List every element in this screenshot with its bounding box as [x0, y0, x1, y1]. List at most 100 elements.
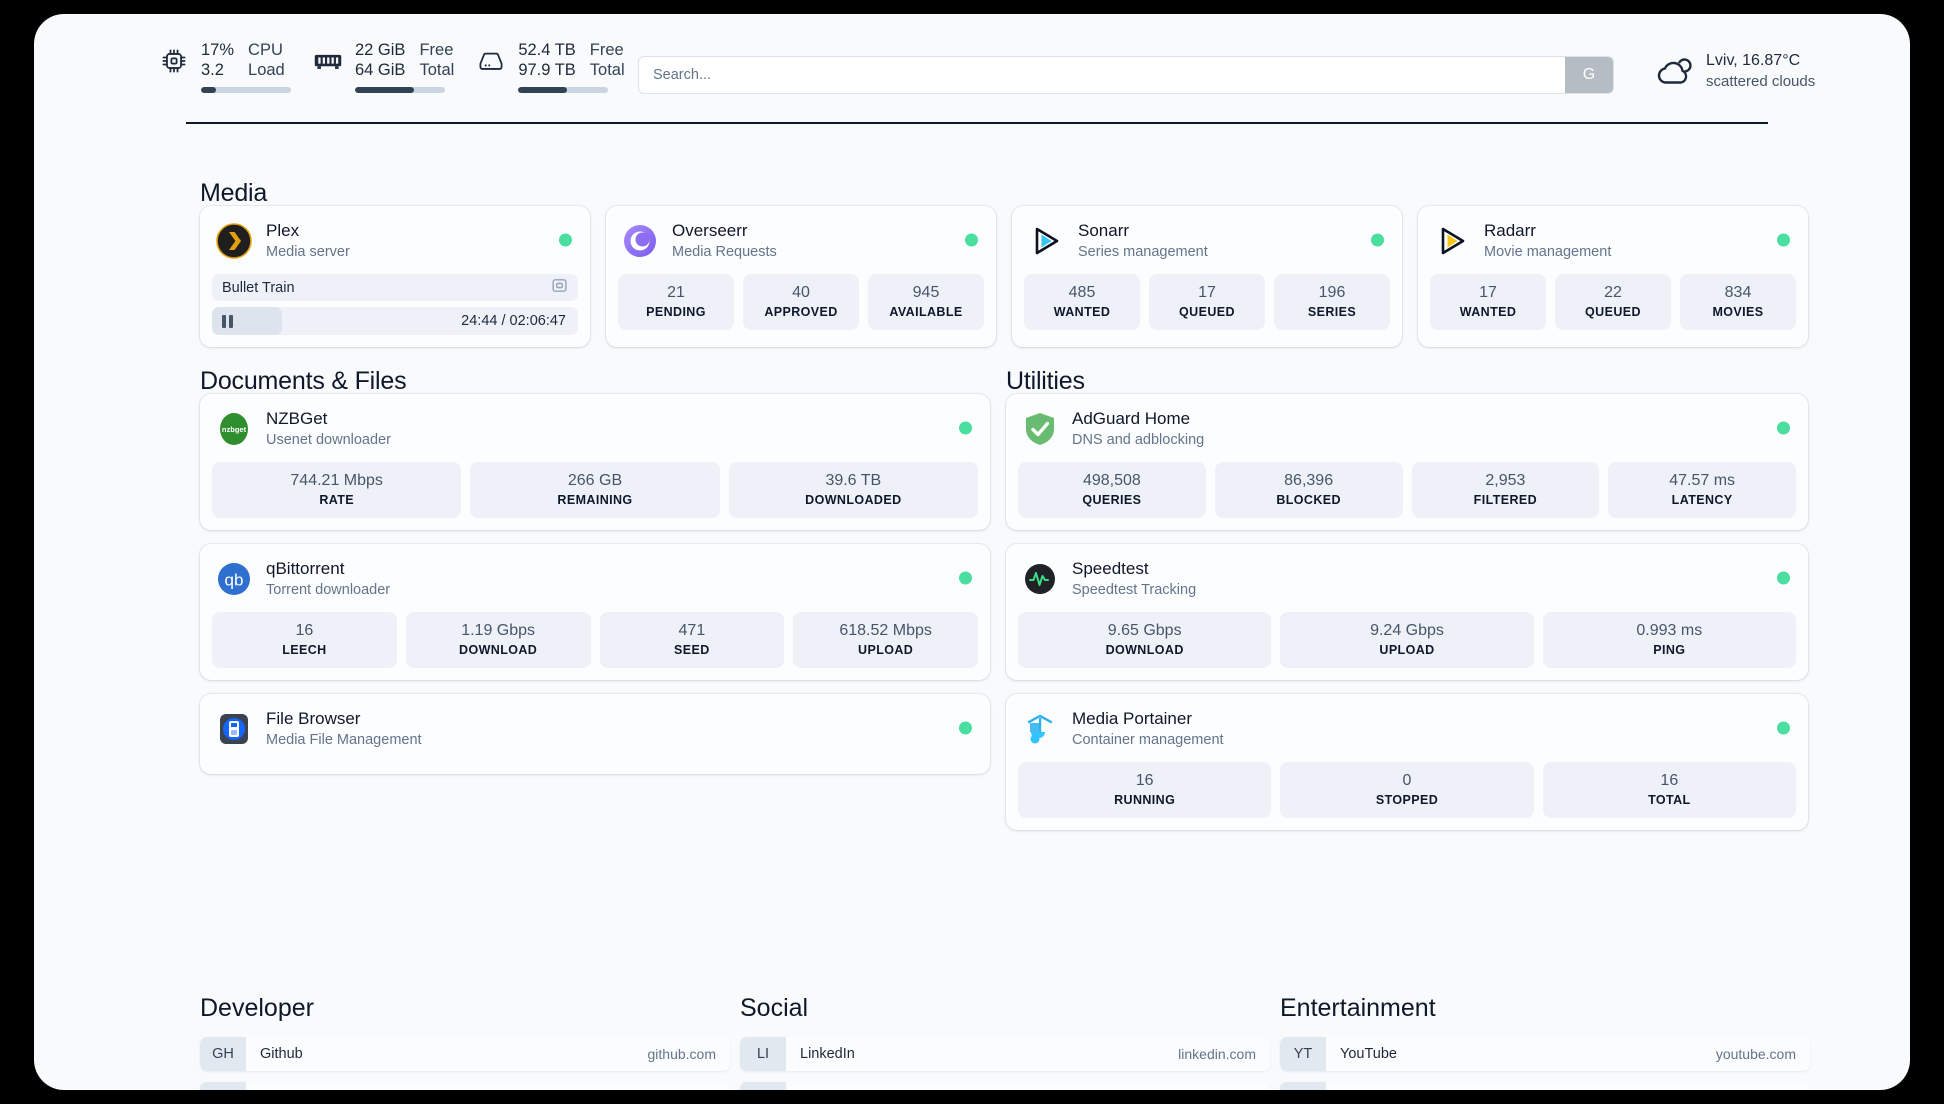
- stat-value: 21: [667, 284, 685, 301]
- stat-tiles: 9.65 Gbps DOWNLOAD 9.24 Gbps UPLOAD 0.993 ms…: [1006, 612, 1808, 680]
- stat-tile[interactable]: 485 WANTED: [1024, 274, 1140, 330]
- stat-tile[interactable]: 9.65 Gbps DOWNLOAD: [1018, 612, 1272, 668]
- stat-tile[interactable]: 17 QUEUED: [1149, 274, 1265, 330]
- stat-tile[interactable]: 17 WANTED: [1430, 274, 1546, 330]
- stat-tile[interactable]: 744.21 Mbps RATE: [212, 462, 462, 518]
- service-card[interactable]: qb qBittorrent Torrent downloader 16 LEECH 1.…: [200, 544, 990, 680]
- app-meta: NZBGet Usenet downloader: [266, 408, 391, 450]
- stat-tile[interactable]: 498,508 QUERIES: [1018, 462, 1206, 518]
- app-name: Speedtest: [1072, 559, 1149, 578]
- system-module-cpu: 17% 3.2 CPU Load: [159, 40, 291, 93]
- bookmark-name: Github: [260, 1046, 303, 1062]
- cast-icon[interactable]: [551, 277, 568, 299]
- search-bar[interactable]: G: [638, 56, 1614, 94]
- card-header[interactable]: Media Portainer Container management: [1006, 694, 1808, 762]
- stat-tile[interactable]: 0.993 ms PING: [1542, 612, 1796, 668]
- playback-time: 24:44 / 02:06:47: [461, 313, 566, 329]
- stat-tile[interactable]: 39.6 TB DOWNLOADED: [728, 462, 978, 518]
- service-card[interactable]: nzbget NZBGet Usenet downloader 744.21 Mbps…: [200, 394, 990, 530]
- card-header[interactable]: nzbget NZBGet Usenet downloader: [200, 394, 990, 462]
- status-badge: [959, 721, 972, 735]
- section-title-utilities: Utilities: [1006, 367, 1085, 395]
- app-name: Radarr: [1484, 221, 1536, 240]
- card-header[interactable]: AdGuard Home DNS and adblocking: [1006, 394, 1808, 462]
- card-header[interactable]: Sonarr Series management: [1012, 206, 1402, 274]
- card-header[interactable]: Speedtest Speedtest Tracking: [1006, 544, 1808, 612]
- bookmark-abbr: NF: [1280, 1082, 1326, 1090]
- bookmark-list: YT YouTube youtube.com NFNetflixnetflix.com…: [1280, 1037, 1810, 1090]
- cloud-icon: [1654, 54, 1692, 88]
- bookmark-item[interactable]: NFNetflixnetflix.com: [1280, 1082, 1810, 1090]
- bookmark-abbr: YT: [1280, 1037, 1326, 1071]
- app-subtitle: Media server: [266, 244, 350, 260]
- card-header[interactable]: Radarr Movie management: [1418, 206, 1808, 274]
- now-playing-row[interactable]: Bullet Train: [212, 274, 578, 301]
- app-name: AdGuard Home: [1072, 409, 1191, 428]
- system-module-label-bottom: Total: [589, 61, 625, 79]
- stat-tile[interactable]: 16 RUNNING: [1018, 762, 1272, 818]
- service-card[interactable]: Sonarr Series management 485 WANTED 17 QUEUED…: [1012, 206, 1402, 347]
- app-name: NZBGet: [266, 409, 328, 428]
- bookmark-list: LI LinkedIn linkedin.com TWTwittertwitter.c…: [740, 1037, 1270, 1090]
- card-header[interactable]: qb qBittorrent Torrent downloader: [200, 544, 990, 612]
- service-card[interactable]: File Browser Media File Management: [200, 694, 990, 774]
- stat-tile[interactable]: 266 GB REMAINING: [470, 462, 720, 518]
- stat-tile[interactable]: 21 PENDING: [618, 274, 734, 330]
- system-module-label-top: CPU: [248, 41, 283, 59]
- stat-tile[interactable]: 618.52 Mbps UPLOAD: [793, 612, 978, 668]
- pause-icon[interactable]: [222, 314, 233, 328]
- stat-tile[interactable]: 196 SERIES: [1274, 274, 1390, 330]
- service-card[interactable]: Plex Media server Bullet Train 24:44 / 02:0…: [200, 206, 590, 347]
- app-meta: Speedtest Speedtest Tracking: [1072, 558, 1196, 600]
- service-card[interactable]: Radarr Movie management 17 WANTED 22 QUEUED 83…: [1418, 206, 1808, 347]
- bookmark-item[interactable]: TWTwittertwitter.com: [740, 1082, 1270, 1090]
- system-module-values: 17% 3.2: [201, 40, 234, 80]
- stat-tile[interactable]: 471 SEED: [599, 612, 785, 668]
- cpu-icon: [159, 46, 189, 76]
- bookmark-group-title: Social: [740, 994, 809, 1022]
- system-module-value-top: 52.4 TB: [518, 41, 576, 59]
- service-card[interactable]: Media Portainer Container management 16 RUN…: [1006, 694, 1808, 830]
- system-module-disk: 52.4 TB 97.9 TB Free Total: [476, 40, 625, 93]
- stat-tile[interactable]: 40 APPROVED: [743, 274, 859, 330]
- playback-progress-bar[interactable]: 24:44 / 02:06:47: [212, 307, 578, 335]
- stat-tile[interactable]: 945 AVAILABLE: [868, 274, 984, 330]
- service-card[interactable]: Speedtest Speedtest Tracking 9.65 Gbps DOWN…: [1006, 544, 1808, 680]
- stat-label: MOVIES: [1712, 305, 1764, 319]
- system-module-value-bottom: 97.9 TB: [518, 61, 576, 79]
- stat-tile[interactable]: 47.57 ms LATENCY: [1608, 462, 1796, 518]
- stat-tile[interactable]: 16 LEECH: [212, 612, 397, 668]
- card-header[interactable]: File Browser Media File Management: [200, 694, 990, 762]
- stat-label: RUNNING: [1114, 793, 1176, 807]
- playback-duration: 02:06:47: [509, 313, 566, 329]
- app-meta: qBittorrent Torrent downloader: [266, 558, 390, 600]
- stat-tile[interactable]: 16 TOTAL: [1542, 762, 1796, 818]
- stat-tile[interactable]: 86,396 BLOCKED: [1214, 462, 1403, 518]
- bookmark-item[interactable]: LI LinkedIn linkedin.com: [740, 1037, 1270, 1071]
- stat-value: 485: [1068, 284, 1096, 301]
- stat-value: 618.52 Mbps: [839, 622, 932, 639]
- stat-label: FILTERED: [1473, 493, 1538, 507]
- search-input[interactable]: [639, 57, 1565, 93]
- app-name: Plex: [266, 221, 300, 240]
- search-engine-button[interactable]: G: [1565, 57, 1613, 93]
- system-module-body: 22 GiB 64 GiB Free Total: [355, 40, 454, 93]
- stat-tile[interactable]: 2,953 FILTERED: [1411, 462, 1600, 518]
- service-card[interactable]: AdGuard Home DNS and adblocking 498,508 QUE…: [1006, 394, 1808, 530]
- system-module-value-top: 22 GiB: [355, 41, 406, 59]
- bookmark-item[interactable]: GH Github github.com: [200, 1037, 730, 1071]
- bookmark-item[interactable]: YT YouTube youtube.com: [1280, 1037, 1810, 1071]
- stat-tile[interactable]: 9.24 Gbps UPLOAD: [1280, 612, 1534, 668]
- system-module-rows: 22 GiB 64 GiB Free Total: [355, 40, 454, 80]
- bookmark-item[interactable]: SOStackOverflowstackoverflow.com: [200, 1082, 730, 1090]
- stat-tile[interactable]: 834 MOVIES: [1680, 274, 1796, 330]
- card-header[interactable]: Overseerr Media Requests: [606, 206, 996, 274]
- stat-tiles: 16 RUNNING 0 STOPPED 16 TOTAL: [1006, 762, 1808, 830]
- stat-tile[interactable]: 1.19 Gbps DOWNLOAD: [405, 612, 591, 668]
- stat-label: QUEUED: [1179, 305, 1235, 319]
- stat-tile[interactable]: 22 QUEUED: [1555, 274, 1671, 330]
- card-header[interactable]: Plex Media server: [200, 206, 590, 274]
- stat-value: 39.6 TB: [825, 472, 882, 489]
- stat-tile[interactable]: 0 STOPPED: [1280, 762, 1534, 818]
- service-card[interactable]: Overseerr Media Requests 21 PENDING 40 APPROV…: [606, 206, 996, 347]
